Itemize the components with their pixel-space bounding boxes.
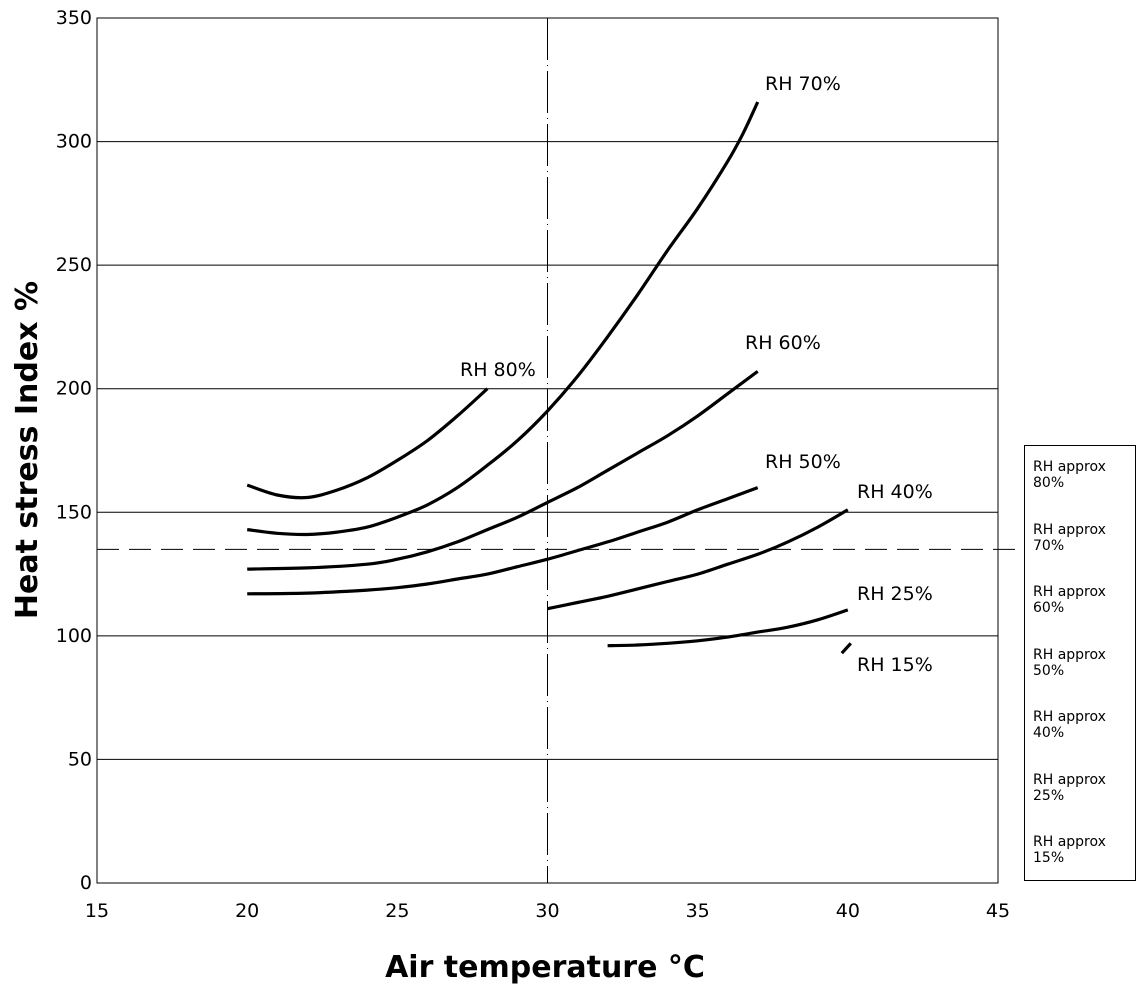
x-tick-label: 30: [535, 900, 559, 922]
plot-area-frame: [96, 17, 999, 884]
curve-rh-60: [247, 370, 759, 571]
y-tick-label: 300: [56, 131, 92, 153]
curve-rh-40: [547, 508, 849, 611]
curve-label: RH 50%: [765, 451, 841, 473]
curve-rh-50: [247, 486, 759, 596]
curve-rh-15: [840, 642, 852, 655]
x-tick-label: 15: [85, 900, 109, 922]
legend-box: RH approx 80% RH approx 70% RH approx 60% R…: [1024, 445, 1136, 881]
y-tick-label: 200: [56, 378, 92, 400]
x-axis-title: Air temperature °C: [385, 950, 705, 985]
x-tick-label: 35: [686, 900, 710, 922]
curve-rh-80: [246, 387, 489, 500]
legend-entry: RH approx 15%: [1033, 834, 1106, 866]
curve-rh-25: [607, 608, 849, 648]
x-tick-label: 25: [385, 900, 409, 922]
y-tick-label: 250: [56, 254, 92, 276]
curve-label: RH 40%: [857, 481, 933, 503]
curve-label: RH 60%: [745, 332, 821, 354]
y-tick-label: 100: [56, 625, 92, 647]
legend-entry: RH approx 40%: [1033, 709, 1106, 741]
x-tick-label: 20: [235, 900, 259, 922]
curve-label: RH 25%: [857, 583, 933, 605]
rh-curves: [246, 101, 852, 655]
curve-label: RH 15%: [857, 654, 933, 676]
legend-entry: RH approx 50%: [1033, 646, 1106, 679]
y-tick-label: 150: [56, 501, 92, 523]
y-tick-label: 0: [80, 872, 92, 894]
curve-label: RH 80%: [460, 359, 536, 381]
x-tick-label: 40: [836, 900, 860, 922]
curve-rh-70: [247, 101, 760, 537]
y-tick-label: 50: [68, 748, 92, 770]
y-axis-title: Heat stress Index %: [10, 281, 45, 619]
reference-lines: [97, 18, 1022, 883]
legend-entry: RH approx 25%: [1033, 771, 1106, 804]
legend-entry: RH approx 60%: [1033, 584, 1106, 616]
y-tick-label: 350: [56, 7, 92, 29]
curve-labels: RH 80% RH 70% RH 60% RH 50% RH 40% RH 25% RH 1…: [460, 73, 933, 676]
legend-entry: RH approx 70%: [1033, 521, 1106, 554]
legend-entry: RH approx 80%: [1033, 459, 1106, 491]
tick-labels: 15 20 25 30 35 40 45 0 50 100 150 200 250 300 350: [56, 7, 1010, 922]
x-tick-label: 45: [986, 900, 1010, 922]
curve-label: RH 70%: [765, 73, 841, 95]
